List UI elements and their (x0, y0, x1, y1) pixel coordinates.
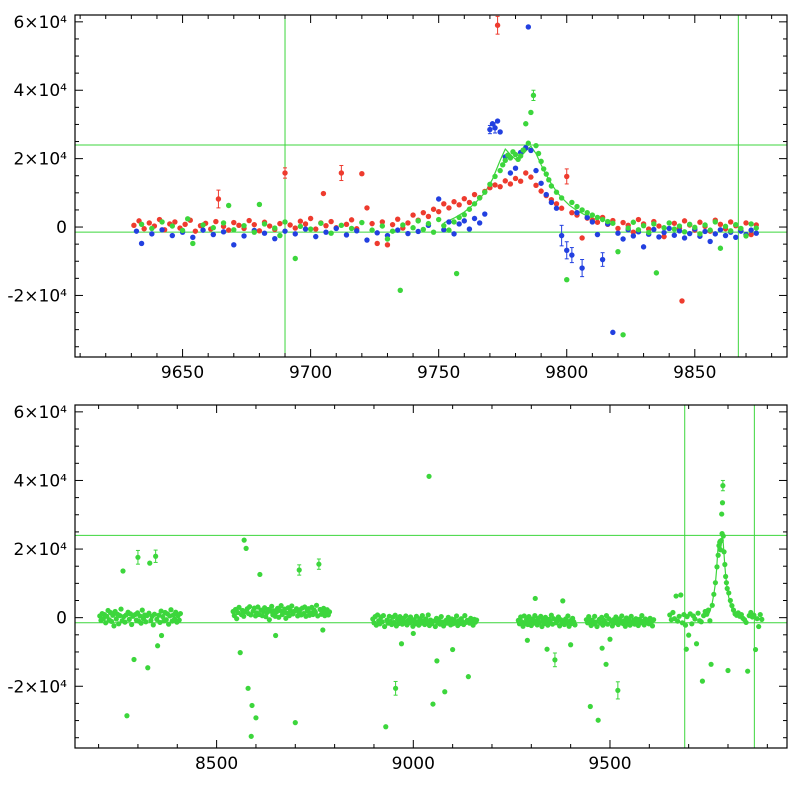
bottom-panel: 8500 9000 9500 -2×10⁴ 0 2×10⁴ 4×10⁴ 6×10⁴ (7, 403, 788, 774)
x-tick-label: 9850 (673, 363, 716, 383)
y-tick-label: 4×10⁴ (13, 471, 67, 491)
y-tick-label: 2×10⁴ (13, 540, 67, 560)
y-tick-label: 0 (56, 218, 67, 238)
green-photometry-full-points (97, 473, 765, 739)
y-tick-label: 6×10⁴ (13, 403, 67, 423)
x-tick-label: 9800 (545, 363, 588, 383)
axis-ticks (75, 15, 787, 357)
top-panel: 9650 9700 9750 9800 9850 -2×10⁴ 0 2×10⁴ 4×10⁴ 6×1… (7, 13, 788, 383)
green-photometry-points (138, 89, 759, 338)
x-tick-label: 9000 (392, 754, 435, 774)
x-tick-label: 9650 (161, 363, 204, 383)
y-tick-label: 0 (56, 609, 67, 629)
y-tick-label: 4×10⁴ (13, 81, 67, 101)
axes-frame (74, 404, 788, 749)
tick-labels: 8500 9000 9500 -2×10⁴ 0 2×10⁴ 4×10⁴ 6×10⁴ (7, 403, 631, 774)
x-tick-label: 9700 (289, 363, 332, 383)
y-tick-label: 2×10⁴ (13, 150, 67, 170)
x-tick-label: 9750 (417, 363, 460, 383)
axis-ticks (75, 405, 787, 748)
x-tick-label: 8500 (195, 754, 238, 774)
blue-photometry-points (133, 24, 759, 336)
red-photometry-points (131, 15, 759, 304)
axes-frame (74, 14, 788, 358)
y-tick-label: -2×10⁴ (7, 286, 67, 306)
y-tick-label: 6×10⁴ (13, 13, 67, 33)
y-tick-label: -2×10⁴ (7, 677, 67, 697)
x-tick-label: 9500 (588, 754, 631, 774)
tick-labels: 9650 9700 9750 9800 9850 -2×10⁴ 0 2×10⁴ 4×10⁴ 6×1… (7, 13, 716, 383)
